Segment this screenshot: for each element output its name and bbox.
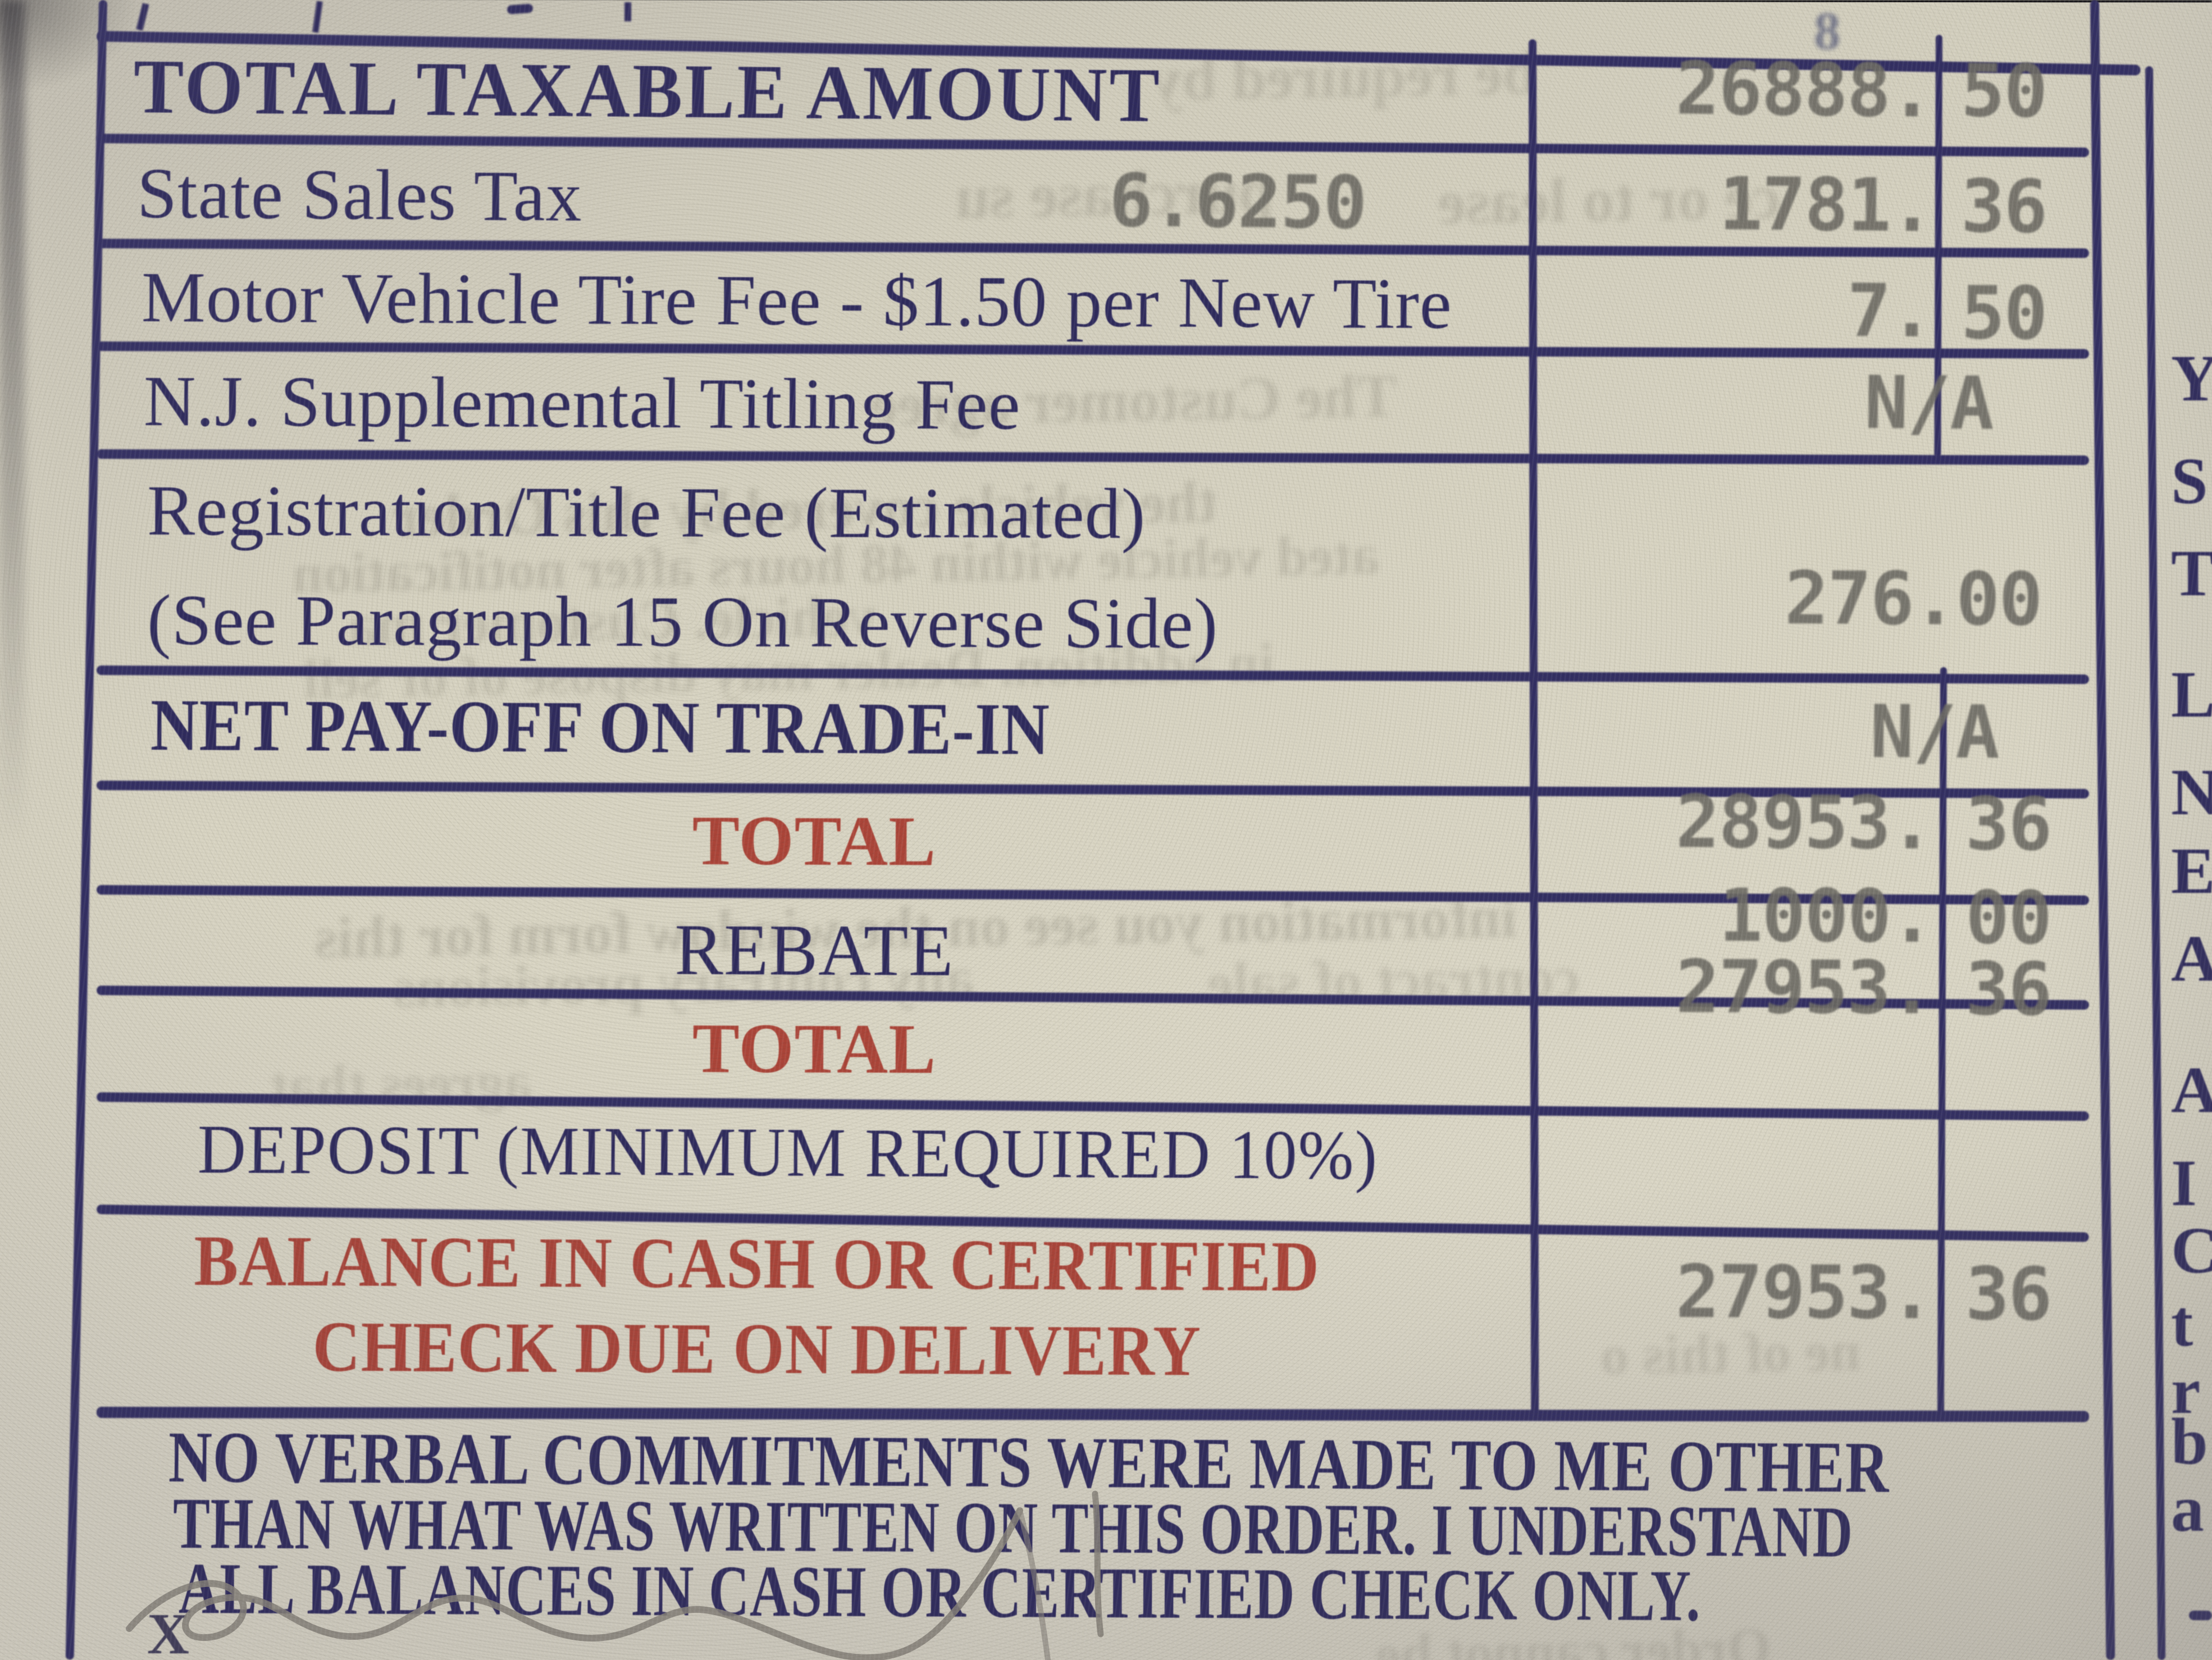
amount-tire-fee: 7. <box>1847 268 1933 354</box>
amount-state-sales-tax: 1781. <box>1718 161 1933 248</box>
row-label-total-2: TOTAL <box>97 1010 1533 1089</box>
row-label-see-paragraph-15: (See Paragraph 15 On Reverse Side) <box>147 580 1219 664</box>
edge-letter: Y <box>2171 345 2212 412</box>
row-label-tire-fee: Motor Vehicle Tire Fee - $1.50 per New T… <box>142 257 1453 344</box>
cents-total-1: 36 <box>1965 781 2051 867</box>
left-edge-shadow <box>0 0 25 842</box>
edge-letter: I <box>2171 1150 2197 1216</box>
cut-off-text-fragment <box>624 2 631 21</box>
row-label-deposit: DEPOSIT (MINIMUM REQUIRED 10%) <box>198 1111 1379 1194</box>
cents-state-sales-tax: 36 <box>1960 163 2047 249</box>
cents-rebate: 00 <box>1965 875 2051 961</box>
table-border-h <box>96 341 2090 359</box>
edge-letter: A <box>2171 925 2212 992</box>
edge-letter: C <box>2171 1217 2212 1284</box>
amount-total-1: 28953. <box>1676 779 1933 866</box>
amount-net-payoff-na: N/A <box>1870 689 1999 775</box>
row-label-total-taxable-amount: TOTAL TAXABLE AMOUNT <box>133 43 1162 138</box>
rate-state-sales-tax: 6.6250 <box>1109 158 1366 245</box>
table-border-right <box>2090 0 2115 1660</box>
row-label-rebate: REBATE <box>97 909 1533 991</box>
amount-total-taxable: 26888. <box>1675 45 1933 134</box>
adjacent-column-rule <box>2188 1611 2212 1621</box>
amount-registration-title-fee: 276.00 <box>1785 555 2042 642</box>
amount-balance-due: 27953. <box>1676 1249 1933 1335</box>
edge-letter: r <box>2171 1358 2200 1424</box>
dark-background-band <box>358 0 2212 3</box>
cents-total-taxable: 50 <box>1960 48 2047 134</box>
cut-off-text-fragment <box>507 3 533 15</box>
cut-off-text-fragment <box>312 1 323 33</box>
edge-letter: t <box>2171 1290 2193 1357</box>
edge-letter: N <box>2171 759 2212 826</box>
row-label-total-1: TOTAL <box>97 802 1533 881</box>
row-label-net-payoff-trade-in: NET PAY-OFF ON TRADE-IN <box>150 683 1050 770</box>
row-label-balance-line1: BALANCE IN CASH OR CERTIFIED <box>97 1221 1417 1306</box>
amount-nj-supplemental-na: N/A <box>1864 360 1993 446</box>
row-label-balance-line2: CHECK DUE ON DELIVERY <box>97 1307 1417 1391</box>
edge-letter: E <box>2171 838 2212 904</box>
cents-tire-fee: 50 <box>1960 270 2047 356</box>
edge-letter: L <box>2171 662 2212 728</box>
amount-rebate: 1000. <box>1718 873 1933 959</box>
cents-total-2: 36 <box>1965 946 2051 1032</box>
row-label-state-sales-tax: State Sales Tax <box>136 153 582 236</box>
row-label-nj-supplemental-titling-fee: N.J. Supplemental Titling Fee <box>144 361 1021 445</box>
adjacent-column-border <box>2145 66 2166 1660</box>
cents-balance-due: 36 <box>1965 1251 2051 1337</box>
reflection-glyph: 8 <box>1814 0 1926 61</box>
edge-letter: b <box>2171 1408 2208 1475</box>
edge-letter: a <box>2171 1476 2204 1542</box>
edge-letter: A <box>2171 1057 2212 1123</box>
edge-letter: T <box>2171 540 2212 606</box>
edge-letter: S <box>2171 448 2208 514</box>
table-border-h <box>96 449 2090 466</box>
pencil-signature-scribble <box>126 1490 1104 1660</box>
top-left-corner-smudge <box>0 0 146 95</box>
cents-divider-lower <box>1937 667 1947 1415</box>
amount-total-2: 27953. <box>1676 944 1933 1030</box>
row-label-registration-title-fee: Registration/Title Fee (Estimated) <box>147 471 1146 554</box>
